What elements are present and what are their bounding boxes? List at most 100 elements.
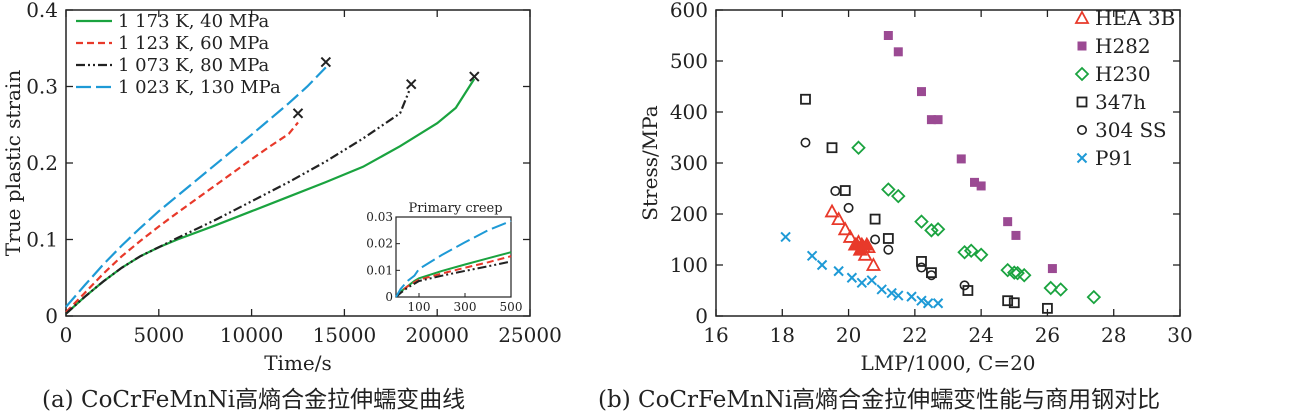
data-point <box>1047 264 1057 274</box>
data-point <box>856 277 868 289</box>
y-tick-label-a: 0.3 <box>26 75 58 99</box>
series-line-a <box>65 121 299 313</box>
data-point <box>833 265 844 277</box>
inset-series-line <box>395 260 512 298</box>
rupture-marker <box>406 78 417 90</box>
data-point <box>963 243 979 258</box>
data-point <box>916 87 926 97</box>
data-point <box>826 142 838 154</box>
data-point <box>1043 280 1059 296</box>
data-point <box>839 185 851 196</box>
x-axis-label-a: Time/s <box>264 351 332 375</box>
inset-chart: Primary creep 0 0.01 0.02 0.03 100 300 500 <box>366 201 522 314</box>
legend-marker-b <box>1076 152 1088 164</box>
data-point <box>886 287 897 299</box>
x-tick-label-a: 15000 <box>313 323 377 347</box>
series-304-ss <box>800 137 970 291</box>
y-tick-label-b: 100 <box>670 253 708 277</box>
y-tick-label-a: 0.2 <box>26 151 58 175</box>
inset-title: Primary creep <box>408 201 502 216</box>
y-tick-label-a: 0 <box>45 304 58 328</box>
x-tick-label-a: 10000 <box>220 323 284 347</box>
data-point <box>870 234 881 245</box>
data-point <box>883 31 893 40</box>
data-point <box>830 186 841 197</box>
series-line-a <box>65 89 411 315</box>
legend-marker-b <box>1074 66 1090 82</box>
x-axis-label-b: LMP/1000, C=20 <box>860 351 1035 375</box>
x-tick-label-b: 26 <box>1035 323 1060 347</box>
data-point <box>1011 230 1021 240</box>
data-point <box>957 244 972 260</box>
x-tick-label-b: 18 <box>770 323 795 347</box>
x-tick-label-a: 5000 <box>133 323 184 347</box>
data-point-filled <box>852 241 868 256</box>
y-tick-label-b: 600 <box>670 0 708 22</box>
y-tick-label-b: 200 <box>670 202 708 226</box>
data-point <box>976 181 986 191</box>
data-point <box>843 202 854 213</box>
data-point <box>1008 297 1020 309</box>
inset-y-tick-label: 0.01 <box>366 263 393 277</box>
x-tick-label-a: 0 <box>60 323 73 347</box>
y-tick-label-b: 500 <box>670 49 708 73</box>
rupture-marker <box>469 71 480 82</box>
legend-label-a: 1 173 K, 40 MPa <box>118 11 270 32</box>
legend-marker-b <box>1074 10 1090 24</box>
y-tick-label-a: 0.4 <box>26 0 58 22</box>
series-hea-3b <box>824 203 881 271</box>
data-point <box>1042 302 1053 314</box>
legend-label-a: 1 023 K, 130 MPa <box>118 77 281 98</box>
x-tick-label-b: 24 <box>968 323 993 347</box>
data-point <box>973 247 989 263</box>
data-point <box>926 267 937 279</box>
data-point <box>932 298 944 309</box>
series-h230 <box>851 140 1102 305</box>
data-point-filled <box>859 236 875 251</box>
data-point <box>893 47 903 57</box>
inset-x-tick-label: 100 <box>408 300 431 314</box>
legend-b: HEA 3B H282 H230 347h 304 SS P91 <box>1074 6 1175 170</box>
legend-label-b: H230 <box>1095 62 1151 86</box>
chart-a: 0 5000 10000 15000 20000 2500000.10.20.30.4Ti… <box>1 0 562 375</box>
data-point <box>1016 267 1032 283</box>
data-point <box>846 272 858 283</box>
data-point <box>916 262 927 273</box>
data-point <box>883 244 894 255</box>
data-point <box>842 229 858 243</box>
inset-series-line <box>395 220 512 298</box>
data-point <box>837 221 853 236</box>
inset-y-tick-label: 0.03 <box>366 210 393 224</box>
data-point <box>800 137 811 148</box>
data-point <box>876 284 887 295</box>
data-point <box>806 250 818 262</box>
data-point <box>916 256 927 267</box>
data-point <box>881 182 896 197</box>
legend-label-b: 347h <box>1095 90 1146 114</box>
data-point <box>780 231 791 243</box>
legend-label-a: 1 073 K, 80 MPa <box>118 55 270 76</box>
data-point <box>930 222 946 237</box>
data-point <box>959 280 970 291</box>
x-tick-label-b: 30 <box>1167 323 1192 347</box>
legend-marker-b <box>1076 96 1088 108</box>
series-line-a <box>65 78 476 315</box>
data-point <box>882 233 894 244</box>
data-point <box>1003 217 1013 227</box>
series-line-a <box>65 66 327 308</box>
x-tick-label-b: 20 <box>836 323 861 347</box>
y-tick-label-b: 400 <box>670 100 708 124</box>
y-tick-label-a: 0.1 <box>26 228 58 252</box>
legend-label-b: HEA 3B <box>1095 6 1175 30</box>
data-point <box>926 270 937 281</box>
data-point <box>800 93 811 105</box>
legend-label-a: 1 123 K, 60 MPa <box>118 33 270 54</box>
series-h282 <box>883 31 1057 274</box>
data-point <box>824 203 840 218</box>
data-point <box>1002 295 1014 307</box>
data-point <box>893 290 904 301</box>
x-tick-label-a: 20000 <box>405 323 469 347</box>
data-point <box>916 295 927 306</box>
